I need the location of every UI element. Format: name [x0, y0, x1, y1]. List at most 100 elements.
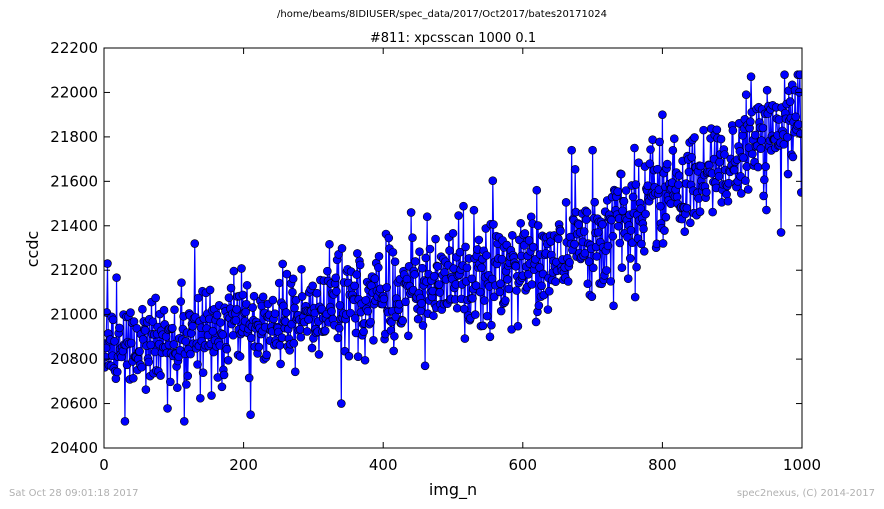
data-point [104, 352, 110, 362]
data-point [217, 382, 227, 392]
data-point [588, 145, 597, 155]
data-point [216, 318, 225, 327]
data-point [218, 330, 227, 339]
data-point [176, 297, 186, 306]
data-point [169, 340, 179, 349]
data-point [527, 280, 537, 289]
data-point [126, 308, 135, 317]
data-point [120, 417, 130, 426]
data-point [783, 132, 792, 142]
data-point [628, 192, 638, 202]
data-point [241, 307, 250, 317]
data-point [110, 336, 119, 346]
data-point [662, 159, 672, 169]
data-point [307, 343, 317, 353]
data-point [258, 292, 268, 302]
data-point [504, 284, 514, 294]
data-point [471, 310, 480, 319]
data-point [579, 227, 589, 236]
data-point [617, 263, 627, 273]
data-point [480, 296, 489, 305]
data-point [655, 137, 664, 147]
data-point [296, 332, 306, 342]
data-point [623, 274, 633, 284]
data-point [297, 264, 306, 274]
data-point [248, 303, 257, 312]
data-point [593, 227, 603, 237]
data-point [112, 367, 122, 377]
data-point [616, 169, 626, 179]
data-point [590, 197, 599, 207]
data-point [634, 158, 643, 168]
data-point [753, 162, 763, 172]
data-point [495, 287, 505, 297]
data-point [172, 383, 182, 393]
data-point [207, 391, 216, 400]
data-point [531, 317, 541, 327]
data-point [626, 226, 636, 235]
data-point [720, 150, 729, 159]
data-point [741, 90, 751, 99]
data-point [524, 236, 534, 245]
data-point [115, 323, 124, 333]
data-point [606, 277, 616, 286]
y-axis-label: ccdc [23, 231, 42, 268]
data-point [390, 257, 400, 267]
data-point [570, 239, 579, 249]
data-point [320, 326, 330, 335]
y-tick-label: 21600 [50, 172, 98, 190]
data-point [156, 371, 165, 380]
data-point [433, 262, 442, 271]
data-point [138, 304, 147, 314]
data-point [532, 185, 542, 195]
data-point [760, 175, 769, 185]
data-point [582, 207, 592, 217]
series-markers [104, 70, 802, 426]
data-point [291, 295, 301, 305]
data-point [563, 277, 573, 286]
data-point [335, 301, 345, 310]
data-point [750, 130, 760, 140]
data-point [369, 335, 378, 345]
data-point [556, 226, 565, 236]
data-point [448, 229, 458, 238]
data-point [583, 279, 593, 289]
data-point [742, 162, 752, 171]
data-point [104, 343, 111, 353]
data-point [193, 293, 203, 303]
data-point [196, 393, 205, 403]
data-point [334, 323, 344, 333]
data-point [508, 231, 517, 240]
data-point [232, 304, 241, 314]
footer-timestamp: Sat Oct 28 09:01:18 2017 [9, 488, 139, 499]
data-point [314, 350, 324, 359]
data-point [389, 346, 398, 356]
data-point [785, 97, 795, 106]
data-point [609, 301, 618, 311]
data-point [431, 234, 440, 244]
data-point [222, 344, 232, 354]
data-point [398, 316, 408, 326]
data-point [497, 254, 507, 264]
data-point [333, 333, 343, 343]
data-point [445, 246, 454, 255]
data-point [418, 321, 428, 330]
data-point [708, 207, 717, 217]
data-point [475, 287, 485, 297]
data-point [729, 165, 739, 175]
data-point [641, 209, 650, 219]
data-point [302, 327, 312, 336]
data-point [587, 292, 597, 301]
data-point [353, 249, 362, 258]
data-point [636, 204, 646, 213]
data-point [312, 288, 322, 298]
data-point [759, 191, 768, 201]
data-point [144, 357, 153, 367]
data-point [613, 187, 623, 196]
y-tick-label: 22200 [50, 39, 98, 57]
data-point [337, 399, 346, 408]
data-point [238, 290, 248, 300]
data-point [699, 125, 708, 135]
data-point [632, 262, 641, 272]
data-point [488, 176, 498, 185]
